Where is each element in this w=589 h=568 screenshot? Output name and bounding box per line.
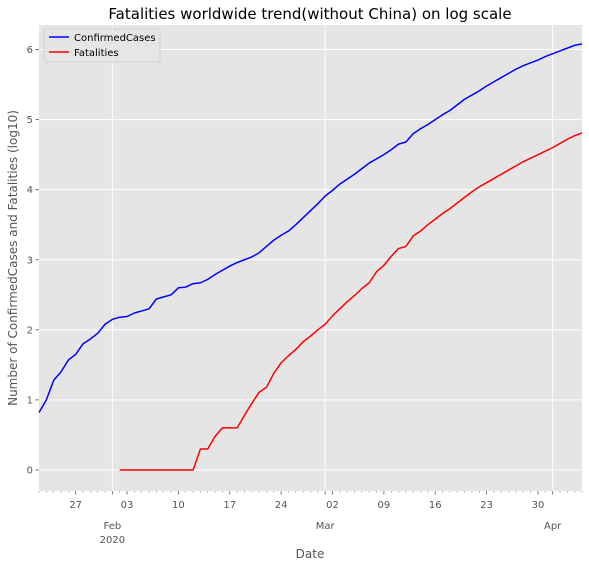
chart-title: Fatalities worldwide trend(without China… [108,5,511,23]
x-tick-label: 23 [480,500,493,511]
series-line-confirmedcases [38,43,583,413]
x-month-label: Apr [544,521,562,532]
legend-label-fatalities: Fatalities [74,48,119,59]
x-month-label: Mar [316,521,336,532]
series-layer [38,43,583,471]
x-tick-label: 10 [172,500,185,511]
y-tick-label: 3 [27,255,33,266]
series-line-fatalities [119,132,583,471]
x-tick-label: 17 [223,500,236,511]
y-axis-label: Number of ConfirmedCases and Fatalities … [6,110,20,406]
legend-box [43,28,161,63]
x-tick-label: 02 [326,500,339,511]
x-tick-label: 03 [121,500,134,511]
y-tick-label: 5 [27,115,33,126]
x-tick-label: 30 [532,500,545,511]
x-tick-label: 09 [378,500,391,511]
x-tick-label: 16 [429,500,442,511]
x-month-label: Feb [104,521,122,532]
legend: ConfirmedCases Fatalities [43,28,161,63]
legend-label-confirmedcases: ConfirmedCases [74,33,156,44]
x-tick-label: 24 [275,500,288,511]
y-tick-label: 0 [27,465,33,476]
x-year-label: 2020 [100,535,125,546]
plot-background [39,25,582,491]
y-tick-label: 2 [27,325,33,336]
x-tick-label: 27 [69,500,82,511]
y-tick-label: 6 [27,45,33,56]
y-tick-label: 1 [27,395,33,406]
x-axis-label: Date [296,547,325,561]
y-tick-label: 4 [27,185,33,196]
